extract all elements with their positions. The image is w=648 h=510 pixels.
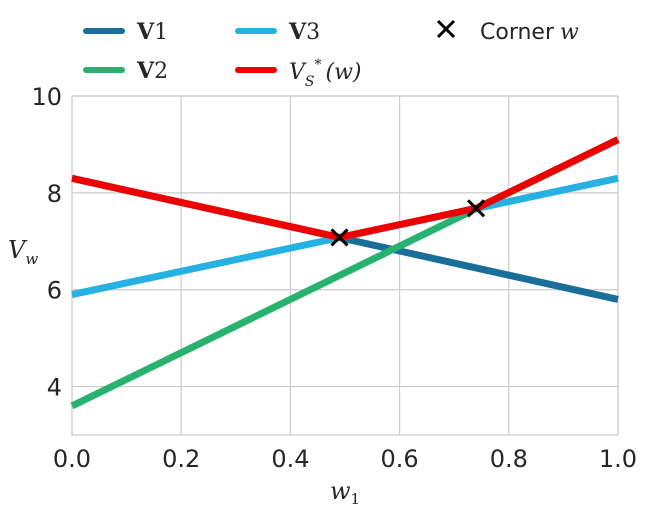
y-tick-label: 10 xyxy=(31,83,62,111)
plot-frame xyxy=(71,95,619,436)
x-tick-label: 1.0 xyxy=(599,445,637,473)
x-tick-labels: 0.0 0.2 0.4 0.6 0.8 1.0 xyxy=(53,445,637,473)
legend-label-v2: V2 xyxy=(136,58,168,84)
legend: V1 V2 V3 VS* (w) Corner w xyxy=(83,19,579,90)
y-tick-label: 6 xyxy=(47,277,62,305)
corner-marker xyxy=(466,199,486,218)
series-lines xyxy=(70,136,620,410)
x-tick-label: 0.6 xyxy=(381,445,419,473)
x-tick-label: 0.4 xyxy=(271,445,309,473)
x-tick-label: 0.2 xyxy=(162,445,200,473)
y-axis-label: Vw xyxy=(8,236,38,268)
y-tick-labels: 4 6 8 10 xyxy=(31,83,62,402)
corner-marker xyxy=(330,228,349,247)
legend-label-vs: VS* (w) xyxy=(289,57,361,90)
y-tick-label: 4 xyxy=(47,374,62,402)
legend-label-corner: Corner w xyxy=(480,20,579,45)
grid xyxy=(71,95,619,435)
legend-swatch-corner xyxy=(436,19,456,39)
legend-label-v3: V3 xyxy=(288,19,320,45)
y-tick-label: 8 xyxy=(47,180,62,208)
series-line-v-s-w- xyxy=(71,136,620,241)
corner-markers xyxy=(330,199,486,247)
x-axis-label: w1 xyxy=(330,477,360,508)
x-tick-label: 0.0 xyxy=(53,445,91,473)
legend-label-v1: V1 xyxy=(136,19,168,45)
x-tick-label: 0.8 xyxy=(490,445,528,473)
